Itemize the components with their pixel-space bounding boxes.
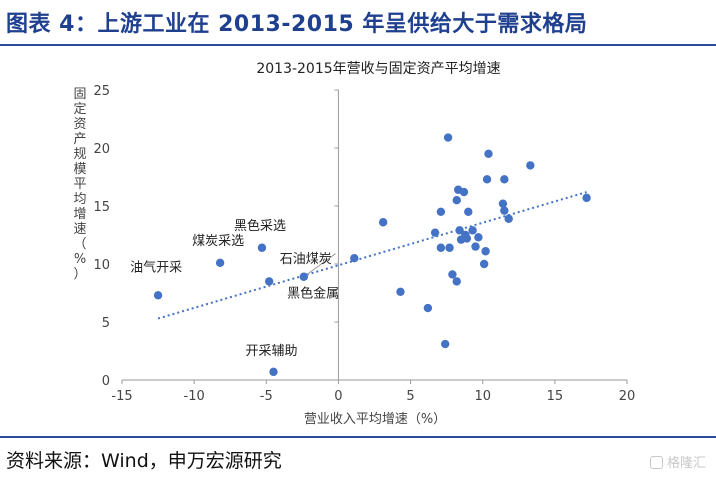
data-point: [464, 207, 473, 216]
data-point: [452, 196, 461, 205]
y-tick-label: 10: [93, 258, 110, 273]
data-point: [264, 277, 274, 286]
data-point: [430, 228, 440, 237]
y-tick-label: 15: [93, 200, 110, 215]
x-tick-label: 0: [334, 389, 342, 404]
data-point: [471, 242, 480, 251]
data-point: [423, 303, 433, 313]
y-axis-label-char: %: [74, 252, 86, 267]
y-axis-label-char: 平: [73, 177, 86, 192]
x-axis-label: 营业收入平均增速（%）: [304, 412, 446, 427]
data-point: [484, 149, 493, 158]
chart-title: 2013-2015年营收与固定资产平均增速: [256, 61, 500, 77]
data-point: [455, 226, 464, 235]
data-point: [582, 193, 591, 203]
data-point: [482, 175, 492, 184]
header-divider: [0, 44, 716, 46]
y-axis-label: 固定资产规模平均增速（%）: [73, 87, 86, 282]
report-header: 图表 4：上游工业在 2013-2015 年呈供给大于需求格局: [0, 0, 716, 44]
y-tick-label: 20: [93, 142, 110, 157]
data-point: [441, 339, 450, 349]
point-label: 煤炭采选: [192, 234, 244, 249]
figure-title: 图表 4：上游工业在 2013-2015 年呈供给大于需求格局: [6, 12, 588, 37]
data-point: [378, 218, 388, 227]
data-point: [269, 367, 278, 377]
data-point: [468, 226, 477, 235]
y-axis-label-char: 模: [73, 162, 86, 177]
watermark-logo-icon: [649, 456, 663, 469]
point-label: 黑色金属: [287, 285, 339, 301]
y-axis-label-char: 规: [73, 147, 86, 162]
scatter-chart: 2013-2015年营收与固定资产平均增速 -15 -10 -5 0 5 10 15 20 0 5 1…: [73, 61, 636, 427]
watermark-text: 格隆汇: [666, 456, 706, 471]
footer-divider: [0, 436, 716, 438]
data-point: [498, 199, 508, 208]
y-axis-label-char: 定: [73, 102, 86, 117]
x-tick-label: 10: [474, 389, 491, 404]
data-point: [481, 247, 490, 256]
trend-line: [157, 191, 587, 320]
source-note: 资料来源：Wind，申万宏源研究: [6, 450, 282, 472]
data-point: [299, 272, 308, 281]
y-axis-label-char: 均: [73, 192, 86, 207]
data-point: [500, 206, 509, 215]
data-point: [462, 234, 472, 243]
y-axis-label-char: 增: [73, 207, 86, 222]
y-axis-label-char: （: [73, 237, 86, 252]
point-label: 石油煤炭: [280, 252, 332, 267]
y-tick-label: 5: [102, 316, 110, 331]
data-point: [350, 254, 359, 263]
y-axis-label-char: ）: [73, 267, 86, 282]
data-point: [257, 243, 267, 252]
y-tick-label: 0: [102, 374, 110, 389]
label-leader-line: [303, 253, 336, 278]
point-label: 黑色采选: [234, 218, 286, 234]
data-point: [500, 175, 509, 184]
data-point: [396, 287, 405, 297]
y-axis-label-char: 固: [73, 87, 86, 102]
watermark: 格隆汇: [649, 452, 706, 471]
data-point: [436, 243, 446, 252]
y-axis-label-char: 产: [73, 132, 86, 147]
x-tick-label: -10: [184, 389, 205, 404]
x-tick-label: -15: [111, 389, 132, 404]
y-axis-label-char: 速: [73, 222, 86, 237]
data-point: [443, 133, 453, 142]
data-point: [504, 214, 513, 223]
data-point: [479, 259, 489, 269]
x-tick-label: -5: [260, 389, 273, 404]
data-point: [448, 270, 457, 279]
y-axis-label-char: 资: [73, 117, 86, 132]
y-tick-label: 25: [93, 84, 110, 99]
data-point: [526, 161, 535, 170]
data-point: [459, 187, 469, 197]
data-point: [474, 233, 483, 242]
point-label: 开采辅助: [246, 344, 298, 359]
data-point: [215, 258, 225, 268]
data-point: [436, 207, 446, 216]
data-point: [445, 243, 454, 252]
x-tick-label: 20: [619, 389, 636, 404]
data-point: [153, 291, 163, 300]
x-tick-label: 5: [406, 389, 414, 404]
data-point: [452, 277, 461, 286]
point-label: 油气开采: [130, 259, 182, 275]
x-tick-label: 15: [547, 389, 564, 404]
